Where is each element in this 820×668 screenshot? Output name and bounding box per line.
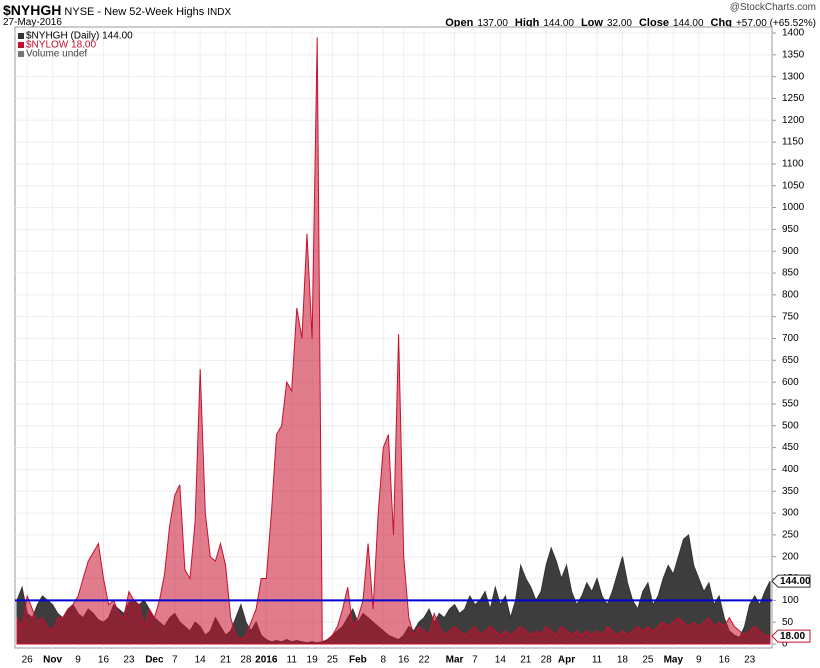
- title: NYSE - New 52-Week Highs: [64, 6, 205, 18]
- quote-label: Chg: [710, 17, 732, 29]
- y-tick-label: 1250: [782, 93, 805, 104]
- date: 27-May-2016: [3, 17, 62, 28]
- x-tick-label: 23: [123, 655, 135, 666]
- quote-value: 137.00: [477, 18, 508, 29]
- y-tick-label: 50: [782, 617, 794, 628]
- legend-label: Volume undef: [26, 49, 87, 60]
- y-tick-label: 100: [782, 595, 799, 606]
- source: @StockCharts.com: [729, 2, 816, 13]
- x-tick-label: 7: [172, 655, 178, 666]
- area-series: [16, 37, 771, 646]
- y-tick-label: 950: [782, 224, 799, 235]
- quote-bar: Open 137.00 High 144.00 Low 32.00 Close 144.00 C…: [438, 17, 816, 29]
- x-tick-label: 16: [398, 655, 410, 666]
- y-tick-label: 1050: [782, 180, 805, 191]
- quote-label: High: [514, 17, 540, 29]
- y-tick-label: 750: [782, 311, 799, 322]
- x-tick-label: Nov: [43, 655, 62, 666]
- x-tick-label: 8: [381, 655, 387, 666]
- x-tick-label: 14: [195, 655, 207, 666]
- quote-value: 32.00: [606, 18, 632, 29]
- x-tick-label: 21: [520, 655, 532, 666]
- quote-value: 144.00: [672, 18, 704, 29]
- x-tick-label: 7: [472, 655, 478, 666]
- y-tick-label: 1000: [782, 202, 805, 213]
- y-tick-label: 550: [782, 399, 799, 410]
- x-tick-label: 2016: [255, 655, 278, 666]
- y-tick-label: 850: [782, 268, 799, 279]
- y-tick-label: 350: [782, 486, 799, 497]
- x-tick-label: Mar: [446, 655, 464, 666]
- x-tick-label: 25: [642, 655, 654, 666]
- x-tick-label: 19: [307, 655, 319, 666]
- x-tick-label: 9: [75, 655, 81, 666]
- x-tick-label: 9: [696, 655, 702, 666]
- y-tick-label: 1350: [782, 49, 805, 60]
- legend-swatch: [18, 51, 24, 57]
- y-tick-label: 400: [782, 464, 799, 475]
- y-tick-label: 600: [782, 377, 799, 388]
- x-tick-label: 11: [287, 655, 298, 666]
- y-tick-label: 700: [782, 333, 799, 344]
- x-tick-label: 16: [719, 655, 731, 666]
- x-tick-label: 14: [495, 655, 507, 666]
- y-tick-label: 300: [782, 508, 799, 519]
- x-tick-label: 28: [541, 655, 553, 666]
- quote-label: Low: [580, 17, 603, 29]
- x-tick-label: 25: [327, 655, 339, 666]
- x-tick-label: Dec: [145, 655, 164, 666]
- quote-label: Open: [445, 17, 474, 29]
- y-tick-label: 900: [782, 246, 799, 257]
- y-tick-label: 250: [782, 530, 799, 541]
- symbol: $NYHGH: [3, 2, 62, 18]
- x-tick-label: 18: [617, 655, 629, 666]
- last-value-tag: [771, 629, 811, 643]
- quote-label: Close: [638, 17, 669, 29]
- y-tick-label: 1400: [782, 28, 805, 39]
- x-tick-label: 23: [744, 655, 756, 666]
- x-tick-label: 26: [22, 655, 34, 666]
- x-tick-label: Apr: [558, 655, 575, 666]
- y-tick-label: 650: [782, 355, 799, 366]
- y-tick-label: 450: [782, 442, 799, 453]
- x-tick-label: 28: [240, 655, 252, 666]
- y-tick-label: 1200: [782, 115, 805, 126]
- last-value-label: 18.00: [780, 631, 805, 642]
- last-value-label: 144.00: [780, 576, 811, 587]
- y-tick-label: 1300: [782, 71, 805, 82]
- x-tick-label: 11: [592, 655, 603, 666]
- y-tick-label: 800: [782, 289, 799, 300]
- x-tick-label: 22: [418, 655, 430, 666]
- header-left: $NYHGH NYSE - New 52-Week Highs INDX: [3, 2, 231, 18]
- y-tick-label: 1100: [782, 159, 804, 170]
- last-value-tag: [771, 574, 811, 588]
- legend-label: $NYHGH (Daily) 144.00: [26, 31, 133, 42]
- quote-value: +57.00 (+65.52%): [735, 18, 816, 29]
- y-tick-label: 1150: [782, 137, 804, 148]
- y-tick-label: 0: [782, 639, 788, 650]
- legend-label: $NYLOW 18.00: [26, 40, 96, 51]
- y-tick-label: 500: [782, 420, 799, 431]
- y-tick-label: 200: [782, 551, 799, 562]
- x-tick-label: 21: [220, 655, 232, 666]
- x-tick-label: May: [664, 655, 684, 666]
- legend-swatch: [18, 33, 24, 39]
- legend-swatch: [18, 42, 24, 48]
- x-tick-label: Feb: [349, 655, 367, 666]
- quote-value: 144.00: [543, 18, 574, 29]
- x-tick-label: 16: [98, 655, 110, 666]
- exchange: INDX: [207, 7, 232, 18]
